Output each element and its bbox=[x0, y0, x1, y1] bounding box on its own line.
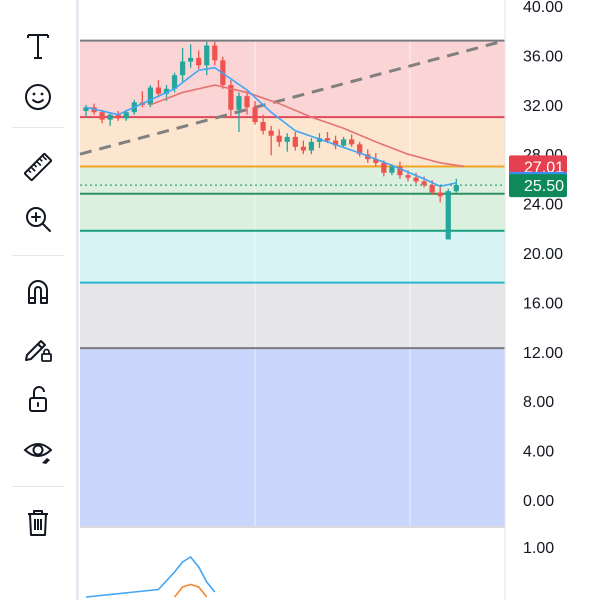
text-tool[interactable] bbox=[10, 24, 66, 68]
candle[interactable] bbox=[196, 57, 202, 66]
candle[interactable] bbox=[437, 192, 443, 197]
magnet-icon bbox=[28, 280, 48, 304]
y-tick-label: 24.00 bbox=[523, 197, 563, 214]
zone-green bbox=[80, 166, 505, 231]
candle[interactable] bbox=[123, 112, 129, 119]
candle[interactable] bbox=[83, 107, 89, 111]
ruler-icon bbox=[23, 152, 53, 182]
candle[interactable] bbox=[316, 138, 323, 142]
candle[interactable] bbox=[260, 122, 266, 131]
y-tick-label: 40.00 bbox=[523, 0, 563, 16]
candle[interactable] bbox=[341, 139, 347, 146]
candle[interactable] bbox=[405, 175, 411, 178]
candle[interactable] bbox=[300, 146, 306, 151]
candle[interactable] bbox=[324, 138, 331, 141]
candle-long-tail[interactable] bbox=[445, 191, 451, 240]
candle[interactable] bbox=[421, 181, 427, 186]
candle[interactable] bbox=[163, 88, 170, 94]
zoom-in-icon bbox=[26, 207, 51, 232]
candle[interactable] bbox=[389, 166, 395, 173]
drawing-toolbar bbox=[0, 0, 76, 600]
candle[interactable] bbox=[357, 144, 363, 155]
candle[interactable] bbox=[413, 177, 419, 182]
candle[interactable] bbox=[180, 61, 186, 76]
candle[interactable] bbox=[115, 114, 121, 119]
pencil-lock-icon bbox=[25, 340, 52, 362]
zone-red bbox=[80, 40, 505, 118]
toolbar-separator bbox=[12, 127, 64, 128]
measure-tool[interactable] bbox=[10, 145, 66, 189]
candle[interactable] bbox=[171, 75, 178, 89]
zone-gray bbox=[80, 282, 505, 349]
candle[interactable] bbox=[429, 185, 435, 193]
candle[interactable] bbox=[204, 45, 210, 66]
zone-blue bbox=[80, 348, 505, 526]
indicator-blue-line bbox=[85, 555, 216, 598]
candle[interactable] bbox=[228, 85, 234, 110]
candle[interactable] bbox=[252, 107, 258, 123]
y-tick-label: 36.00 bbox=[523, 48, 563, 65]
lock-all-tool[interactable] bbox=[10, 377, 66, 421]
candle[interactable] bbox=[155, 87, 162, 94]
toolbar-separator bbox=[12, 255, 64, 256]
ma-slow-line bbox=[150, 84, 465, 168]
ma-fast-line bbox=[85, 66, 457, 188]
candle[interactable] bbox=[236, 96, 242, 110]
candle[interactable] bbox=[332, 140, 339, 146]
trash-icon bbox=[28, 510, 48, 536]
zone-cyan bbox=[80, 230, 505, 283]
smiley-icon bbox=[25, 84, 51, 110]
candle[interactable] bbox=[99, 112, 105, 120]
unlock-icon bbox=[29, 386, 47, 412]
zone-orange bbox=[80, 117, 505, 167]
candle[interactable] bbox=[381, 162, 387, 173]
price-axis[interactable] bbox=[505, 0, 600, 600]
magnet-tool[interactable] bbox=[10, 270, 66, 314]
trend-line[interactable] bbox=[79, 39, 506, 156]
y-tick-label: 20.00 bbox=[523, 246, 563, 263]
emoji-tool[interactable] bbox=[10, 75, 66, 119]
price-badge-label: 25.50 bbox=[524, 178, 564, 195]
price-badge bbox=[509, 174, 567, 198]
hide-tool[interactable] bbox=[10, 428, 66, 472]
candle[interactable] bbox=[397, 166, 403, 176]
y-tick-label: 16.00 bbox=[523, 295, 563, 312]
lower-y-tick-label: 1.00 bbox=[523, 540, 554, 557]
candle[interactable] bbox=[284, 136, 290, 142]
y-tick-label: 4.00 bbox=[523, 444, 554, 461]
candle[interactable] bbox=[349, 139, 355, 145]
candle[interactable] bbox=[373, 159, 379, 163]
y-tick-label: 0.00 bbox=[523, 493, 554, 510]
candle[interactable] bbox=[107, 114, 113, 120]
candle[interactable] bbox=[276, 135, 282, 142]
delete-tool[interactable] bbox=[10, 500, 66, 544]
y-tick-label: 32.00 bbox=[523, 98, 563, 115]
eye-icon bbox=[23, 443, 53, 464]
candle[interactable] bbox=[292, 136, 298, 147]
text-icon bbox=[27, 34, 49, 59]
candle[interactable] bbox=[308, 141, 314, 151]
candle[interactable] bbox=[268, 130, 274, 136]
zoom-tool[interactable] bbox=[10, 197, 66, 241]
toolbar-separator bbox=[12, 486, 64, 487]
indicator-orange-line bbox=[173, 583, 208, 598]
y-tick-label: 12.00 bbox=[523, 345, 563, 362]
toolbar-divider bbox=[76, 0, 79, 600]
y-tick-label: 8.00 bbox=[523, 394, 554, 411]
candle[interactable] bbox=[212, 45, 218, 61]
candle[interactable] bbox=[188, 57, 194, 62]
candle[interactable] bbox=[147, 87, 153, 105]
lock-drawing-tool[interactable] bbox=[10, 326, 66, 370]
candle[interactable] bbox=[453, 185, 459, 192]
candle[interactable] bbox=[244, 96, 250, 108]
